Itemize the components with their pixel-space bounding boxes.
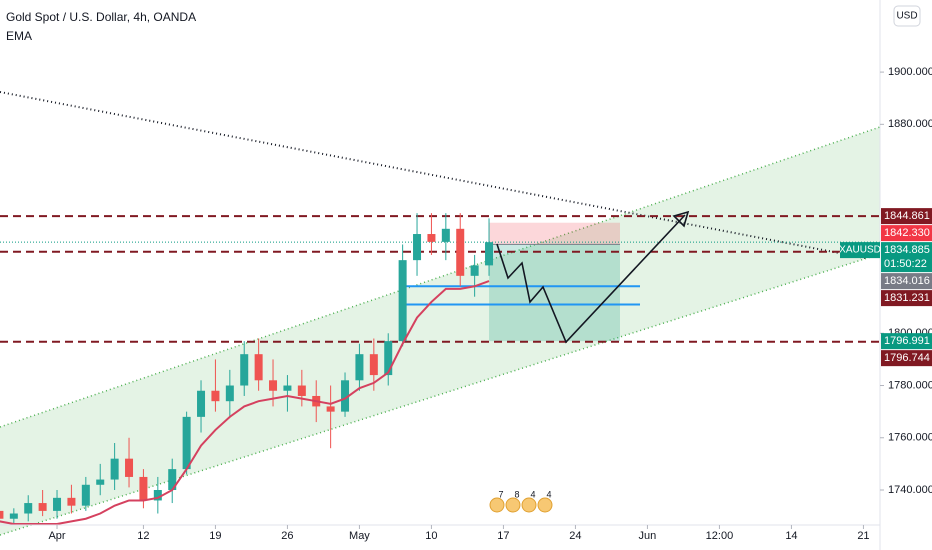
event-icon [489, 497, 505, 513]
trend-line [0, 91, 866, 259]
candle-body [297, 385, 306, 396]
price-tag [881, 273, 932, 290]
y-tick-label: 1900.000 [888, 66, 932, 78]
x-tick-label: 17 [497, 530, 509, 542]
price-tag-label: 1842.330 [884, 227, 930, 239]
candle-body [326, 406, 335, 412]
countdown: 01:50:22 [884, 258, 927, 270]
channel-upper [0, 126, 881, 428]
candle-body [384, 341, 393, 376]
price-tag [881, 290, 932, 307]
candle-body [24, 503, 33, 514]
candle-body [81, 484, 90, 506]
price-tag-label: 1844.861 [884, 210, 930, 222]
candle-body [427, 234, 436, 242]
candle-body [269, 380, 278, 391]
y-tick-label: 1740.000 [888, 484, 932, 496]
x-tick-label: Apr [48, 530, 65, 542]
candle-body [211, 390, 220, 402]
event-count: 4 [530, 489, 535, 499]
candle-body [470, 265, 479, 276]
candle-body [110, 458, 119, 480]
x-tick-label: 12:00 [706, 530, 734, 542]
currency-button[interactable] [893, 5, 921, 27]
price-tag [881, 225, 932, 242]
y-tick-label: 1760.000 [888, 432, 932, 444]
indicator-label: EMA [6, 29, 32, 43]
price-tag [881, 242, 932, 273]
ema-line [0, 280, 490, 525]
candle-body [53, 497, 62, 511]
candle-body [283, 385, 292, 391]
candle-body [413, 234, 422, 261]
candle-body [456, 228, 465, 276]
candle-body [0, 510, 4, 519]
symbol-label: XAUUSD [839, 245, 881, 256]
event-icon [537, 497, 553, 513]
x-tick-label: 21 [857, 530, 869, 542]
candle-body [240, 354, 249, 386]
candle-body [67, 497, 76, 506]
candle-body [139, 476, 148, 501]
event-count: 8 [514, 489, 519, 499]
event-count: 4 [546, 489, 551, 499]
price-tag [881, 350, 932, 367]
projection-arrowhead [672, 210, 690, 228]
projection-path [496, 214, 686, 344]
candle-body [182, 416, 191, 470]
price-tag [881, 333, 932, 350]
event-icon [521, 497, 537, 513]
x-tick-label: Jun [639, 530, 657, 542]
chart-title: Gold Spot / U.S. Dollar, 4h, OANDA [6, 10, 196, 24]
price-tag-label: 1796.991 [884, 335, 930, 347]
price-tag-label: 1834.016 [884, 275, 930, 287]
candle-body [96, 479, 105, 485]
x-tick-label: 12 [137, 530, 149, 542]
price-tag [881, 208, 932, 225]
candle-body [38, 503, 47, 511]
candle-body [9, 513, 18, 519]
plot [0, 91, 881, 536]
candle-body [355, 354, 364, 381]
y-tick-label: 1780.000 [888, 379, 932, 391]
target-zone [489, 244, 620, 342]
candle-body [197, 390, 206, 417]
symbol-tag [840, 242, 880, 259]
x-tick-label: May [349, 530, 370, 542]
candle-body [485, 242, 494, 266]
candle-body [441, 228, 450, 242]
x-tick-label: 19 [209, 530, 221, 542]
x-tick-label: 26 [281, 530, 293, 542]
stop-zone [489, 222, 620, 245]
price-tag-label: 1796.744 [884, 352, 930, 364]
candle-body [225, 385, 234, 402]
candle-body [254, 354, 263, 381]
event-count: 7 [498, 489, 503, 499]
candle-body [153, 490, 162, 501]
price-tag-label: 1834.885 [884, 244, 930, 256]
event-icon [505, 497, 521, 513]
x-tick-label: 10 [425, 530, 437, 542]
currency-label[interactable]: USD [896, 11, 917, 22]
candle-body [341, 380, 350, 412]
candle-body [125, 458, 134, 477]
x-tick-label: 14 [785, 530, 797, 542]
candle-body [168, 469, 177, 490]
y-tick-label: 1880.000 [888, 118, 932, 130]
candle-body [369, 354, 378, 376]
price-tag-label: 1831.231 [884, 292, 930, 304]
channel-fill [0, 127, 880, 535]
candle-body [398, 260, 407, 342]
x-tick-label: 24 [569, 530, 581, 542]
